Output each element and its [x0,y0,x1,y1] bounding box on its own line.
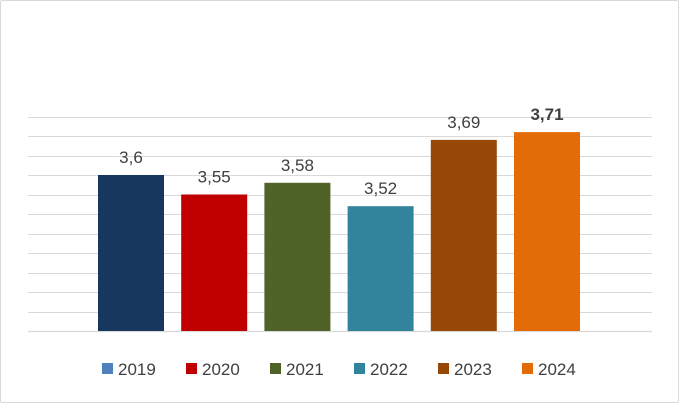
legend-item-2019: 2019 [102,360,156,379]
data-label-2020: 3,55 [198,168,231,187]
legend-swatch [270,363,281,374]
data-label-2021: 3,58 [281,156,314,175]
bar-2023 [430,139,497,331]
legend-label: 2019 [118,360,156,379]
legend-label: 2023 [454,360,492,379]
bar-2021 [264,182,331,331]
legend-item-2020: 2020 [186,360,240,379]
legend-swatch [354,363,365,374]
bars [98,132,580,331]
data-label-2023: 3,69 [447,113,480,132]
data-label-2022: 3,52 [364,179,397,198]
legend-swatch [102,363,113,374]
bar-2019 [98,175,164,331]
data-labels: 3,6 3,55 3,58 3,52 3,69 3,71 [119,105,563,198]
bar-2024 [514,132,580,331]
bar-2020 [181,194,248,331]
data-label-2024: 3,71 [530,105,563,124]
legend: 2019 2020 2021 2022 2023 2024 [102,360,576,379]
legend-label: 2024 [538,360,576,379]
legend-swatch [438,363,449,374]
legend-swatch [522,363,533,374]
legend-item-2023: 2023 [438,360,492,379]
legend-label: 2020 [202,360,240,379]
data-label-2019: 3,6 [119,148,143,167]
legend-item-2021: 2021 [270,360,324,379]
legend-swatch [186,363,197,374]
legend-label: 2021 [286,360,324,379]
legend-label: 2022 [370,360,408,379]
legend-item-2022: 2022 [354,360,408,379]
bar-2022 [347,206,414,331]
legend-item-2024: 2024 [522,360,576,379]
